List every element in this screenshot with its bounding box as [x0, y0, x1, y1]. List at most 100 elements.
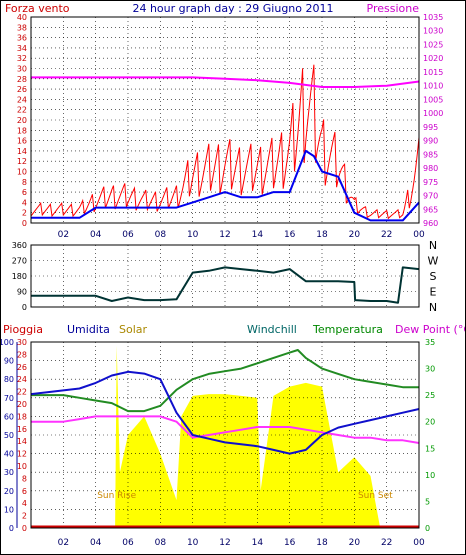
- time-x-tick: 14: [252, 230, 264, 240]
- pressure-y-tick: 990: [423, 137, 438, 146]
- humidity-y-tick: 20: [4, 487, 14, 496]
- time-x-tick: 12: [219, 538, 230, 548]
- time-x-tick: 22: [381, 230, 392, 240]
- rain-y-tick: 12: [17, 450, 27, 459]
- wind-y-tick: 30: [17, 65, 27, 74]
- temp-y-tick: 5: [425, 497, 430, 506]
- humidity-y-tick: 60: [4, 412, 14, 421]
- rain-y-tick: 2: [22, 512, 27, 521]
- rain-y-tick: 26: [17, 363, 27, 372]
- humidity-y-tick: 100: [1, 338, 14, 347]
- direction-y-tick: 360: [12, 241, 27, 250]
- temp-y-tick: 25: [425, 391, 435, 400]
- rain-y-tick: 22: [17, 388, 27, 397]
- wind-panel-frame: [30, 16, 420, 224]
- rain-y-tick: 8: [22, 474, 27, 483]
- time-x-tick: 20: [349, 230, 361, 240]
- humidity-y-tick: 80: [4, 375, 14, 384]
- wind-y-tick: 18: [17, 126, 27, 135]
- time-x-tick: 22: [381, 538, 392, 548]
- direction-y-tick: 270: [12, 257, 27, 266]
- wind-y-tick: 34: [17, 44, 27, 53]
- time-x-tick: 00: [413, 538, 425, 548]
- dewpoint-line: [31, 415, 420, 444]
- temp-panel-frame: [30, 341, 420, 529]
- rain-y-tick: 18: [17, 412, 27, 421]
- time-x-tick: 12: [219, 230, 230, 240]
- wind-y-tick: 28: [17, 75, 27, 84]
- humidity-y-tick: 30: [4, 468, 14, 477]
- pressure-y-tick: 1010: [423, 82, 443, 91]
- wind-y-tick: 14: [17, 147, 27, 156]
- wind-y-tick: 4: [22, 198, 27, 207]
- rain-y-tick: 30: [17, 338, 27, 347]
- wind-y-tick: 22: [17, 106, 27, 115]
- pressure-y-tick: 1025: [423, 40, 443, 49]
- temp-y-tick: 15: [425, 444, 435, 453]
- wind-direction-line: [31, 266, 420, 304]
- chart-title: 24 hour graph day : 29 Giugno 2011: [132, 2, 333, 15]
- temp-y-tick: 0: [425, 524, 430, 533]
- wind-y-tick: 12: [17, 157, 27, 166]
- wind-y-tick: 38: [17, 23, 27, 32]
- time-x-tick: 06: [122, 230, 134, 240]
- temp-y-tick: 30: [425, 365, 435, 374]
- wind-y-tick: 8: [22, 178, 27, 187]
- temp-y-tick: 10: [425, 471, 435, 480]
- humidity-y-tick: 40: [4, 450, 14, 459]
- time-x-tick: 16: [284, 538, 296, 548]
- humidity-line: [30, 370, 420, 455]
- pressure-y-tick: 1020: [423, 54, 443, 63]
- wind-y-tick: 0: [22, 219, 27, 228]
- wind-y-tick: 36: [17, 34, 27, 43]
- time-x-tick: 10: [187, 538, 199, 548]
- compass-tick: E: [430, 286, 437, 299]
- wind-y-tick: 32: [17, 54, 27, 63]
- wind-y-tick: 10: [17, 168, 27, 177]
- wind-y-tick: 2: [22, 209, 27, 218]
- pressure-y-tick: 985: [423, 150, 438, 159]
- direction-y-tick: 180: [12, 272, 27, 281]
- rain-axis-label: Pioggia: [3, 323, 43, 336]
- time-x-tick: 08: [155, 538, 167, 548]
- temp-y-tick: 35: [425, 338, 435, 347]
- compass-tick: N: [429, 239, 437, 252]
- pressure-y-tick: 1000: [423, 109, 443, 118]
- direction-y-tick: 0: [22, 303, 27, 312]
- compass-tick: S: [430, 270, 437, 283]
- rain-y-tick: 10: [17, 462, 27, 471]
- pressure-y-tick: 980: [423, 164, 438, 173]
- time-x-tick: 08: [155, 230, 167, 240]
- wind-average-line: [31, 149, 420, 222]
- wind-axis-label: Forza vento: [5, 2, 70, 15]
- pressure-y-tick: 965: [423, 205, 438, 214]
- rain-y-tick: 4: [22, 499, 27, 508]
- pressure-y-tick: 1030: [423, 27, 443, 36]
- pressure-y-tick: 970: [423, 192, 438, 201]
- rain-y-tick: 20: [17, 400, 27, 409]
- temp-y-tick: 20: [425, 418, 435, 427]
- wind-y-tick: 40: [17, 13, 27, 22]
- humidity-axis-label: Umidita: [67, 323, 110, 336]
- pressure-y-tick: 995: [423, 123, 438, 132]
- wind-y-tick: 20: [17, 116, 27, 125]
- time-x-tick: 00: [413, 230, 425, 240]
- direction-y-tick: 90: [17, 288, 27, 297]
- pressure-y-tick: 1035: [423, 13, 443, 22]
- rain-y-tick: 28: [17, 350, 27, 359]
- direction-panel-frame: [30, 244, 420, 308]
- rain-y-tick: 14: [17, 437, 27, 446]
- compass-tick: W: [428, 255, 439, 268]
- wind-y-tick: 24: [17, 95, 27, 104]
- rain-y-tick: 6: [22, 487, 27, 496]
- temperature-line: [31, 349, 419, 413]
- sunrise-label: Sun Rise: [97, 491, 136, 501]
- pressure-y-tick: 960: [423, 219, 438, 228]
- humidity-y-tick: 10: [4, 505, 14, 514]
- pressure-y-tick: 975: [423, 178, 438, 187]
- rain-y-tick: 24: [17, 375, 27, 384]
- time-x-tick: 10: [187, 230, 199, 240]
- time-x-tick: 04: [90, 230, 102, 240]
